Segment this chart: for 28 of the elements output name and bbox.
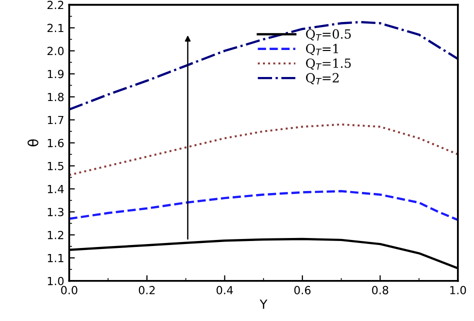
x-tick-label: 1.0: [450, 286, 466, 294]
x-tick-label: 0.6: [294, 286, 311, 294]
legend-label: Q$_{T}$=2: [306, 73, 339, 84]
y-axis-title: θ: [28, 139, 38, 146]
y-tick-label: 1.9: [48, 70, 64, 78]
y-tick-label: 1.7: [48, 116, 64, 124]
y-tick-label: 1.4: [48, 184, 64, 194]
legend-label: Q$_{T}$=1.5: [306, 58, 351, 70]
y-tick-label: 1.0: [48, 276, 64, 286]
y-tick-label: 1.6: [48, 138, 64, 148]
y-tick-label: 1.2: [48, 230, 64, 240]
y-tick-label: 2.1: [47, 24, 64, 32]
line-series: [69, 20, 458, 111]
legend-label: Q$_{T}$=0.5: [306, 29, 351, 41]
y-tick-label: 1.3: [48, 208, 64, 216]
x-axis-title: Y: [260, 300, 268, 309]
x-tick-label: 0.4: [216, 286, 233, 294]
line-series: [69, 190, 458, 222]
y-tick-label: 1.1: [48, 254, 64, 262]
y-tick-label: 1.8: [48, 92, 64, 102]
y-tick-label: 2.0: [47, 46, 64, 56]
legend-label: Q$_{T}$=1: [306, 44, 338, 56]
y-tick-label: 1.5: [48, 162, 64, 170]
line-series: [69, 123, 458, 176]
y-tick-label: 2.2: [47, 0, 64, 10]
x-tick-label: 0.0: [61, 286, 78, 294]
x-tick-label: 0.8: [372, 286, 388, 294]
x-tick-label: 0.2: [138, 286, 155, 294]
